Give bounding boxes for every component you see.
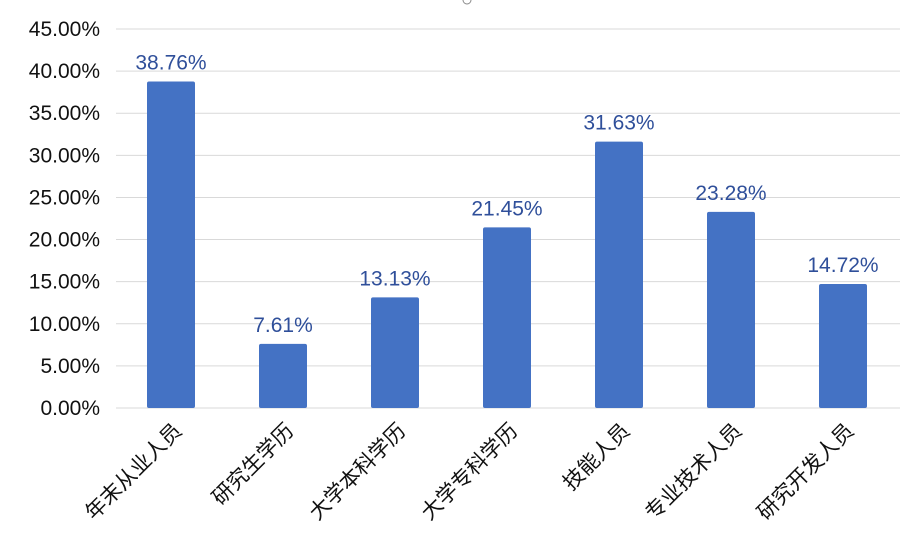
y-tick-label: 0.00% [40,397,100,420]
x-category-label: 技能人员 [559,419,635,495]
bar [595,141,643,409]
x-category-label: 大学专科学历 [417,419,522,524]
data-label: 38.76% [135,52,206,75]
y-tick-label: 15.00% [29,271,100,294]
bar [371,297,419,408]
data-label: 7.61% [253,314,313,337]
x-category-label: 研究开发人员 [753,419,858,524]
y-tick-label: 10.00% [29,313,100,336]
x-category-label: 大学本科学历 [305,419,410,524]
data-label: 31.63% [583,112,654,135]
x-category-label: 专业技术人员 [641,419,746,524]
y-tick-label: 30.00% [29,144,100,167]
bar [483,227,531,408]
data-label: 14.72% [807,254,878,277]
resize-handle-icon [462,0,472,5]
y-tick-label: 20.00% [29,229,100,252]
bar [259,343,307,408]
y-tick-label: 40.00% [29,60,100,83]
x-category-label: 年末从业人员 [81,419,186,524]
data-label: 23.28% [695,182,766,205]
y-tick-label: 25.00% [29,186,100,209]
bar [707,211,755,408]
y-tick-label: 35.00% [29,102,100,125]
bar [147,81,195,409]
y-tick-label: 5.00% [40,355,100,378]
data-label: 13.13% [359,267,430,290]
y-tick-label: 45.00% [29,18,100,41]
bar [819,284,867,408]
x-category-label: 研究生学历 [208,419,299,510]
data-label: 21.45% [471,197,542,220]
